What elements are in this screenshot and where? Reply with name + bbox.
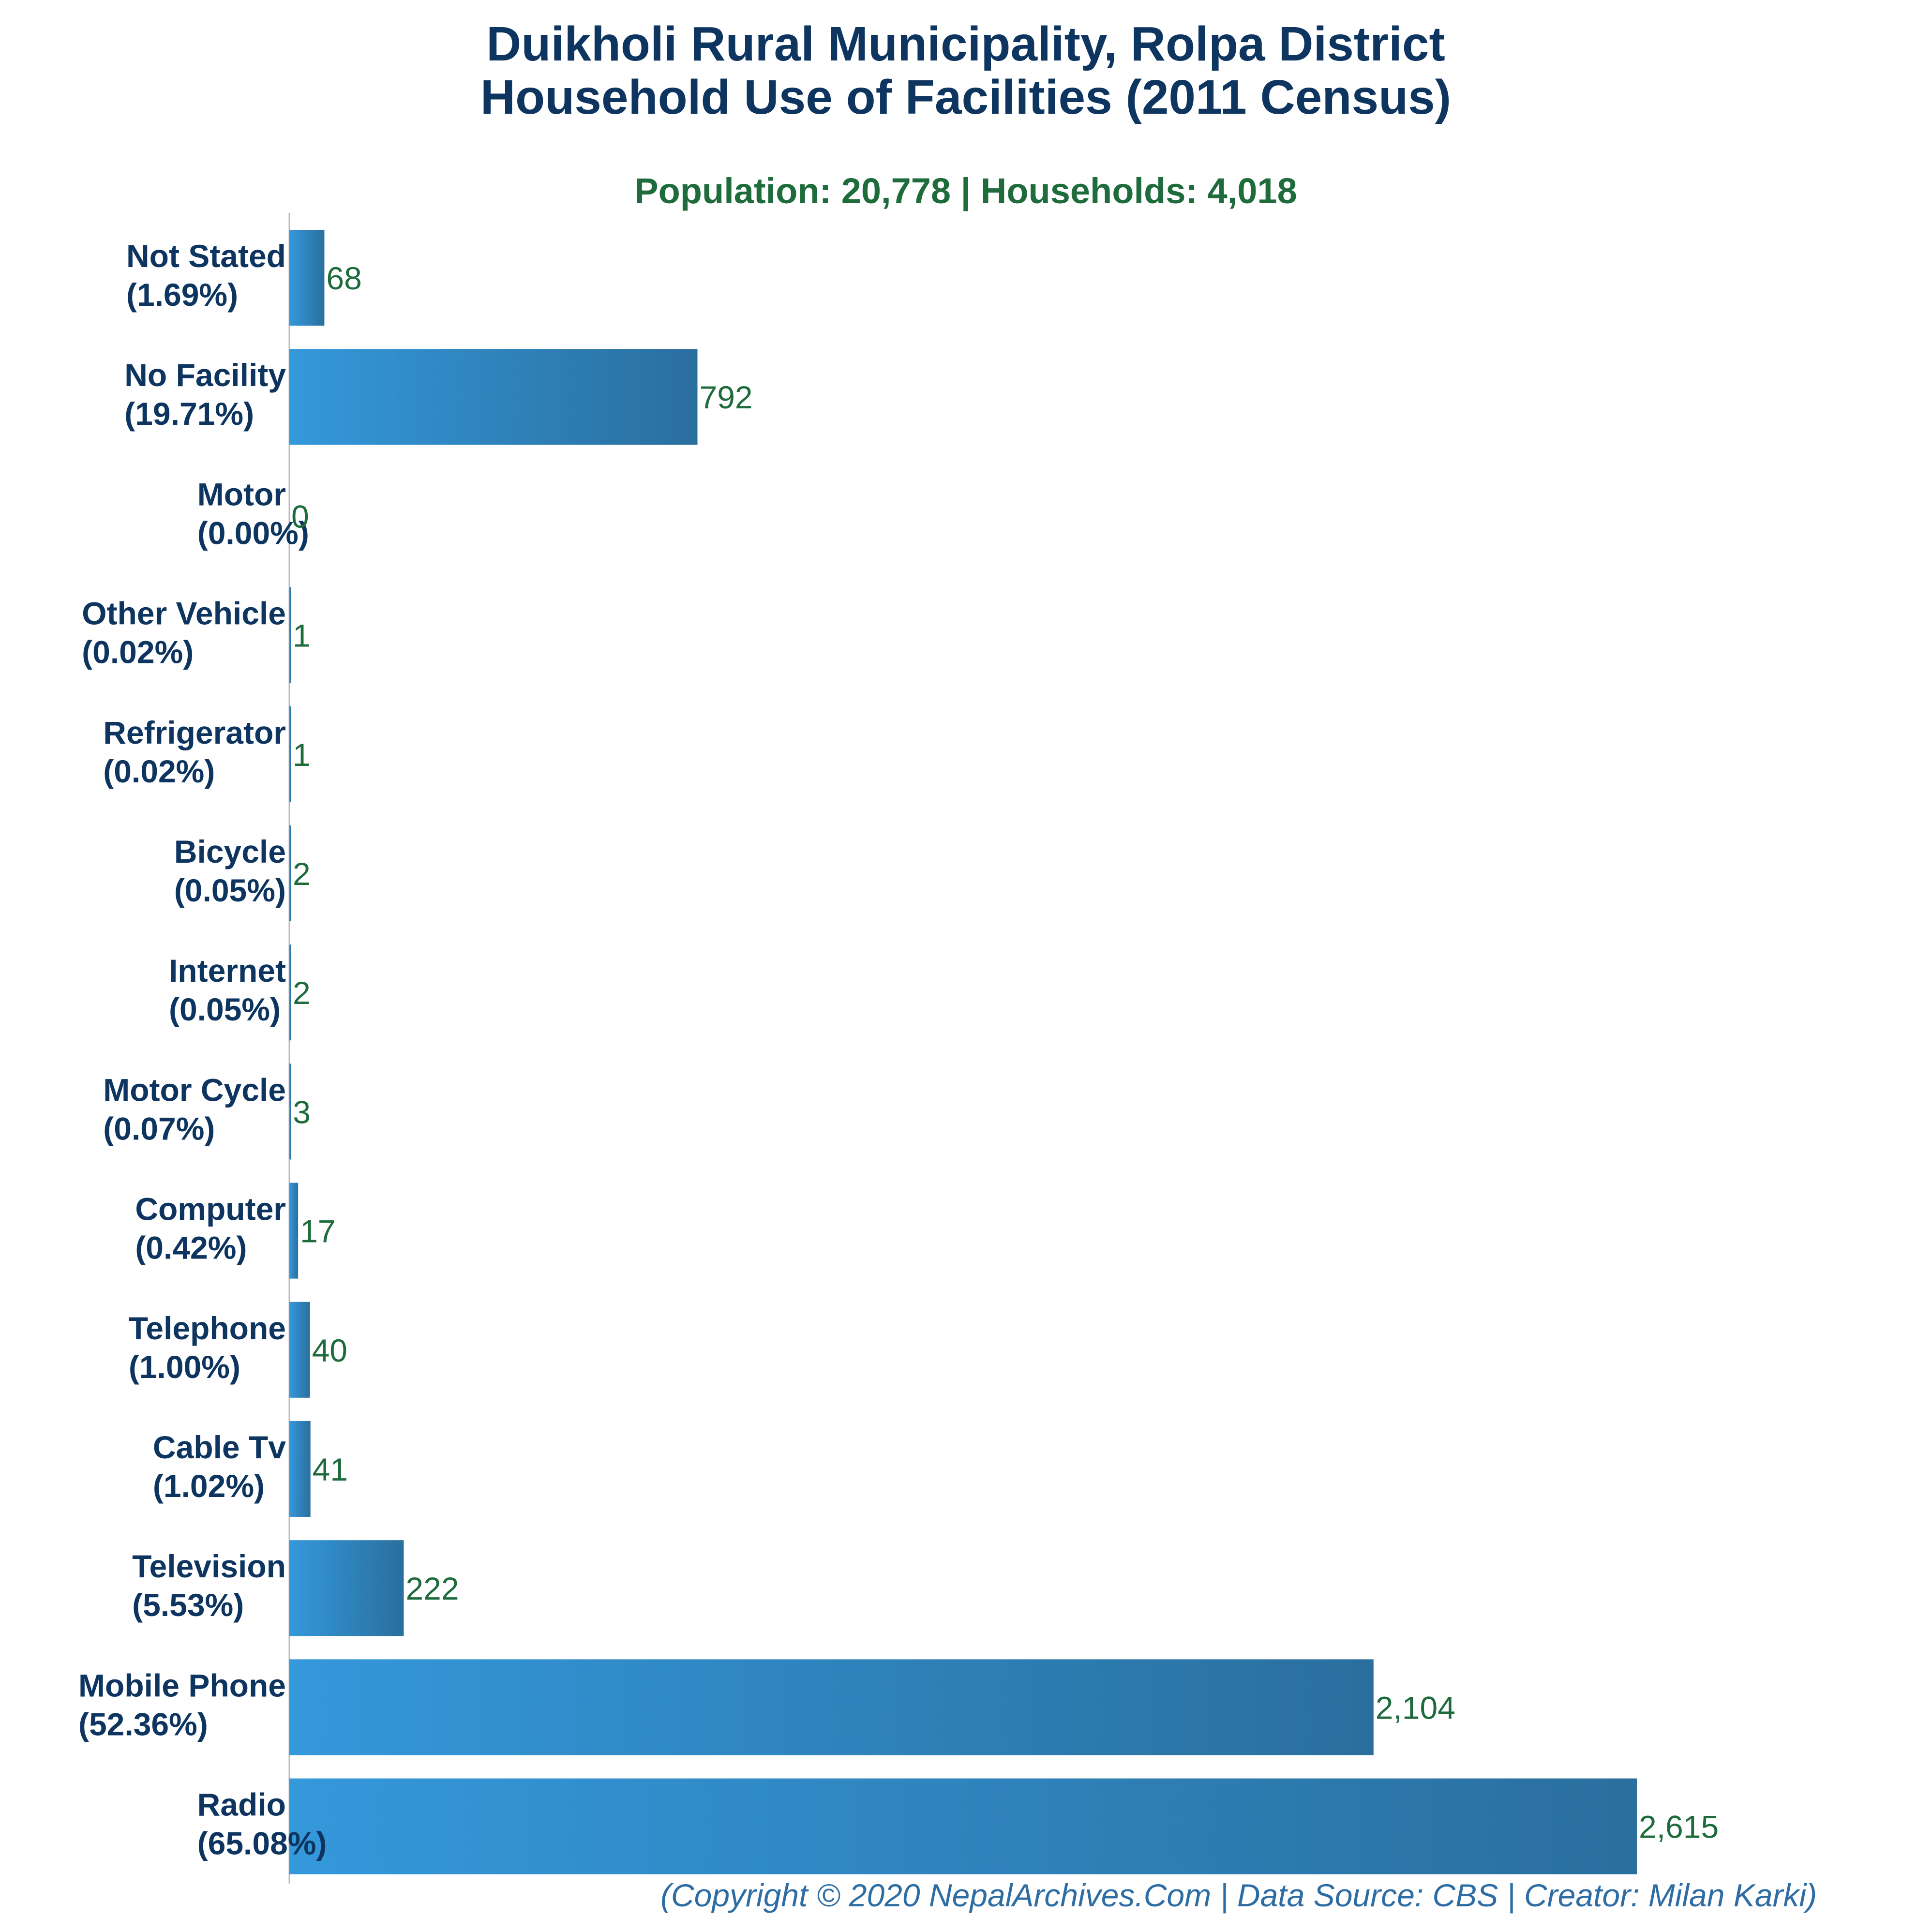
category-label-motor: Motor (0.00%) [197,476,309,551]
category-label-telephone: Telephone (1.00%) [129,1310,286,1385]
value-label-internet: 2 [293,975,311,1011]
category-label-mobile-phone: Mobile Phone (52.36%) [78,1667,286,1742]
bar-radio [289,1778,1637,1874]
value-label-refrigerator: 1 [293,737,311,773]
value-label-radio: 2,615 [1639,1809,1719,1845]
category-label-other-vehicle: Other Vehicle (0.02%) [82,596,286,670]
value-label-television: 222 [405,1571,459,1606]
bar-television [289,1540,404,1636]
value-label-mobile-phone: 2,104 [1376,1690,1455,1725]
value-label-computer: 17 [300,1213,335,1249]
value-label-not-stated: 68 [326,260,361,296]
value-label-cable-tv: 41 [313,1452,348,1487]
bar-mobile-phone [289,1659,1374,1755]
value-label-motor-cycle: 3 [293,1094,311,1130]
category-label-television: Television (5.53%) [132,1548,286,1623]
bar-other-vehicle [289,587,291,683]
bar-computer [289,1183,299,1279]
chart-title-line2: Household Use of Facilities (2011 Census… [480,70,1451,124]
category-label-no-facility: No Facility (19.71%) [124,357,286,432]
value-label-telephone: 40 [312,1333,347,1368]
bar-motor-cycle [289,1063,291,1160]
bar-refrigerator [289,706,291,802]
value-label-motor: 0 [291,498,309,534]
category-label-internet: Internet (0.05%) [169,953,286,1027]
chart-title-line1: Duikholi Rural Municipality, Rolpa Distr… [486,17,1445,71]
bar-internet [289,944,291,1041]
bar-not-stated [289,230,325,326]
value-label-other-vehicle: 1 [293,618,311,654]
category-label-cable-tv: Cable Tv (1.02%) [153,1429,286,1504]
value-label-bicycle: 2 [293,856,311,892]
value-label-no-facility: 792 [699,379,752,415]
bar-no-facility [289,349,698,445]
bar-cable-tv [289,1421,311,1517]
category-label-computer: Computer (0.42%) [135,1191,286,1266]
category-label-motor-cycle: Motor Cycle (0.07%) [103,1072,286,1146]
chart-footer: (Copyright © 2020 NepalArchives.Com | Da… [660,1877,1817,1914]
category-label-radio: Radio (65.08%) [197,1787,327,1861]
bars-group: Not Stated (1.69%) 68 No Facility (19.71%) 79… [78,230,1719,1874]
category-label-bicycle: Bicycle (0.05%) [174,834,286,908]
category-label-refrigerator: Refrigerator (0.02%) [103,715,286,789]
chart-subtitle: Population: 20,778 | Households: 4,018 [634,171,1297,211]
bar-bicycle [289,825,291,921]
category-label-not-stated: Not Stated (1.69%) [126,238,286,313]
bar-telephone [289,1302,310,1398]
